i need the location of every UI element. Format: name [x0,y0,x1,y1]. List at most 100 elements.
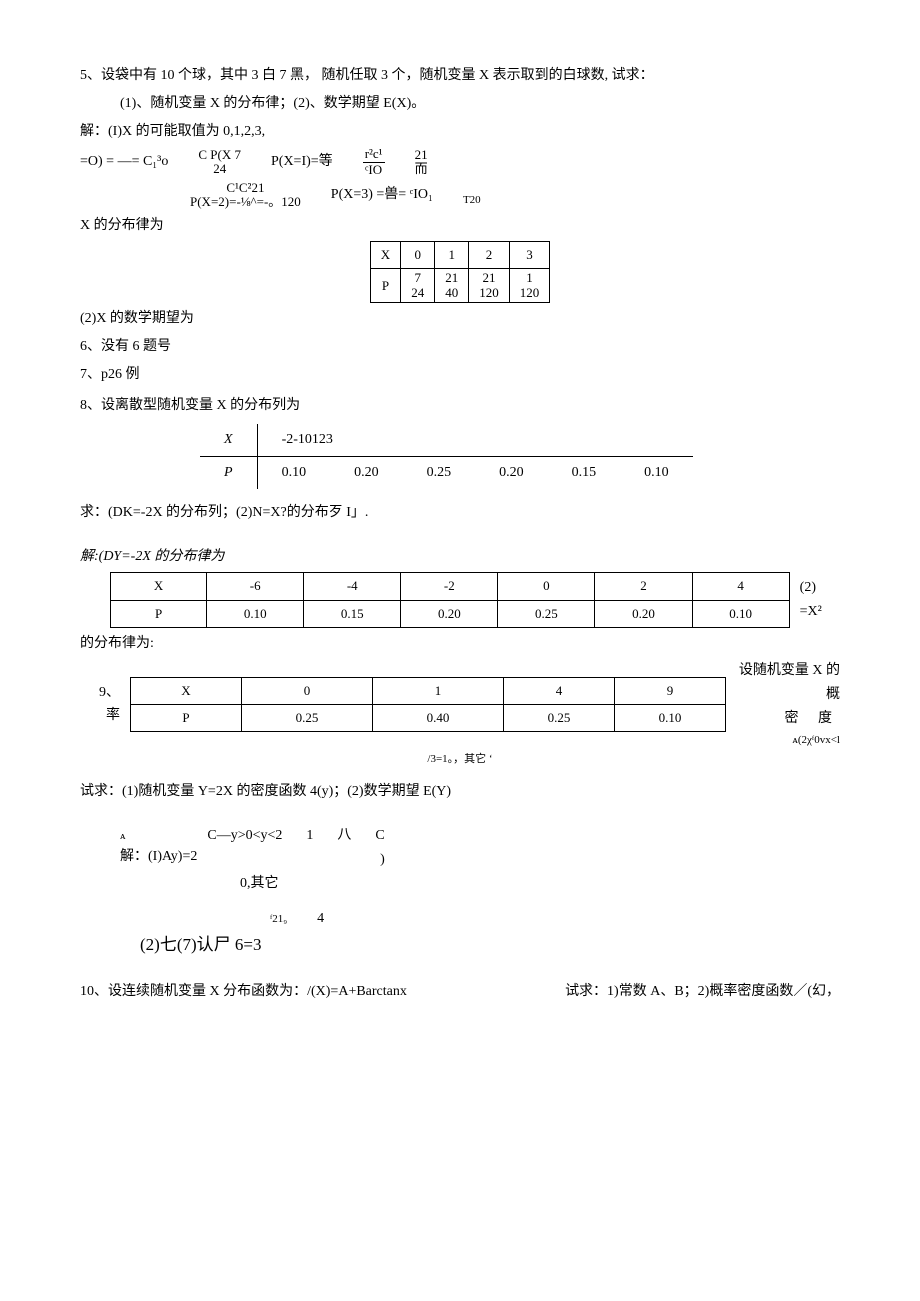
q9-sol2a: (2)七(7)认尸 6=3 [140,931,840,960]
q5-dist-table: X 0 1 2 3 P 724 2140 21120 1120 [370,241,550,303]
n: 7 [414,271,421,285]
q7: 7、p26 例 [80,363,840,387]
frac-num: r²c¹ [363,147,385,162]
c: 0.10 [207,600,304,627]
t2-p: P [131,704,242,731]
q9-sol1-mid: C—y>0<y<2 1 八 C ) [207,824,384,872]
q5-r2c: P(X=3) =兽= ᶜIO₁ [331,183,433,207]
c: 4 [692,573,789,600]
d: 40 [445,286,458,300]
c: 0.20 [595,600,692,627]
q9-row: 9、 率 X 0 1 4 9 P 0.25 0.40 0.25 0.10 设随机… [80,659,840,749]
q10-row: 10、设连续随机变量 X 分布函数为：/(X)=A+Barctanx 试求：1)… [80,980,840,1004]
q5-sol-intro: 解：(I)X 的可能取值为 0,1,2,3, [80,120,840,144]
text: 21 [415,148,428,162]
q5-r1a: =O) = —= C₁³o [80,150,168,174]
c: 0 [242,677,373,704]
c: 0.40 [373,704,504,731]
p3: 0.20 [475,457,548,489]
q9-sol2: ᶠ21₉ 4 (2)七(7)认尸 6=3 [140,907,840,960]
c: 1 [373,677,504,704]
q9-right-mid: 密 度 [736,707,840,731]
p2: 0.25 [403,457,476,489]
d: 120 [520,286,540,300]
q9-footer: /3=1。，其它 ‘ [80,750,840,769]
sol8-t1-wrap: X -6 -4 -2 0 2 4 P 0.10 0.15 0.20 0.25 0… [110,572,840,627]
q10-right: 试求：1)常数 A、B；2)概率密度函数／(幻， [565,980,840,1004]
frac-den: 24 [213,162,226,176]
c: 0.25 [498,600,595,627]
q5-title: 5、设袋中有 10 个球，其中 3 白 7 黑， 随机任取 3 个，随机变量 X… [80,64,840,88]
q5-row1: =O) = —= C₁³o C P(X 7 24 P(X=I)=等 r²c¹ ᶜ… [80,147,840,177]
q9-num: 9、 [80,681,120,705]
q5-dist-label: X 的分布律为 [80,214,840,238]
q5-table-wrap: X 0 1 2 3 P 724 2140 21120 1120 [80,241,840,303]
q5-r2ab: C¹C²21 P(X=2)=-⅛^=-。120 [190,181,301,210]
q5-r1e: r²c¹ ᶜIO [363,147,385,177]
q5-th-2: 2 [469,242,510,269]
s: 解：(I)Ay)=2 [120,845,197,869]
n: 21 [445,271,458,285]
q5-r1f: 21 而 [415,148,428,177]
sol8-intro: 解:(DY=-2X 的分布律为 [80,545,840,569]
c: -2 [401,573,498,600]
q9-rate: 率 [80,704,120,728]
s: ) [207,848,384,872]
c: 0 [498,573,595,600]
s: 八 [337,824,351,848]
frac-den: ᶜIO [363,163,384,177]
q9-right-top: 设随机变量 X 的概 [736,659,840,707]
q8-xp-table: X -2-10123 P 0.10 0.20 0.25 0.20 0.15 0.… [200,424,693,489]
t2-x: X [131,677,242,704]
t1-x: X [111,573,207,600]
n: 1 [526,271,533,285]
q5-r1d: P(X=I)=等 [271,150,333,174]
c: 9 [615,677,726,704]
c: -6 [207,573,304,600]
xp-x-label: X [200,424,257,456]
q5-th-1: 1 [435,242,469,269]
cell: 1120 [509,269,550,303]
sol8-dist-label: 的分布律为: [80,632,840,656]
s: 4 [317,907,324,931]
q9-left-col: 9、 率 [80,681,120,729]
s: C—y>0<y<2 [207,824,282,848]
q9-sol1: ᴀ 解：(I)Ay)=2 C—y>0<y<2 1 八 C ) 0,其它 [120,824,840,895]
s: ᴀ [120,827,197,846]
c: 2 [595,573,692,600]
sol8-t2: X 0 1 4 9 P 0.25 0.40 0.25 0.10 [130,677,726,732]
q5-r1bc: C P(X 7 24 [198,148,241,177]
p1: 0.20 [330,457,403,489]
q9-sol1-left: ᴀ 解：(I)Ay)=2 [120,827,197,869]
s: 1 [306,824,313,848]
c: 0.15 [304,600,401,627]
c: 0.25 [242,704,373,731]
q5-th-3: 3 [509,242,550,269]
xp-x-val: -2-10123 [257,424,693,456]
q5-th-0: 0 [401,242,435,269]
q5-th-x: X [370,242,400,269]
p5: 0.10 [620,457,693,489]
q8-ask: 求：(DK=-2X 的分布列；(2)N=X?的分布歹 I」. [80,501,840,525]
text: P(X=2)=-⅛^=-。120 [190,195,301,209]
text: C¹C²21 [226,181,264,195]
q9-sol1h: 0,其它 [240,872,840,896]
s: ᶠ21₉ [270,910,287,929]
q9-ask: 试求：(1)随机变量 Y=2X 的密度函数 4(y)；(2)数学期望 E(Y) [80,780,840,804]
t1-p: P [111,600,207,627]
c: 0.25 [504,704,615,731]
cell: 21120 [469,269,510,303]
p4: 0.15 [548,457,621,489]
c: 4 [504,677,615,704]
q9-right-col: 设随机变量 X 的概 密 度 ᴀ(2χᶠ0vx<l [736,659,840,749]
cell: 2140 [435,269,469,303]
q8-xp-wrap: X -2-10123 P 0.10 0.20 0.25 0.20 0.15 0.… [200,424,840,489]
q10-left: 10、设连续随机变量 X 分布函数为：/(X)=A+Barctanx [80,980,407,1004]
d: 24 [411,286,424,300]
d: 120 [479,286,499,300]
q5-r2d: T20 [463,191,481,210]
xp-p-label: P [200,457,257,489]
q5-p-label: P [370,269,400,303]
q6: 6、没有 6 题号 [80,335,840,359]
frac-num: C P(X 7 [198,148,241,162]
